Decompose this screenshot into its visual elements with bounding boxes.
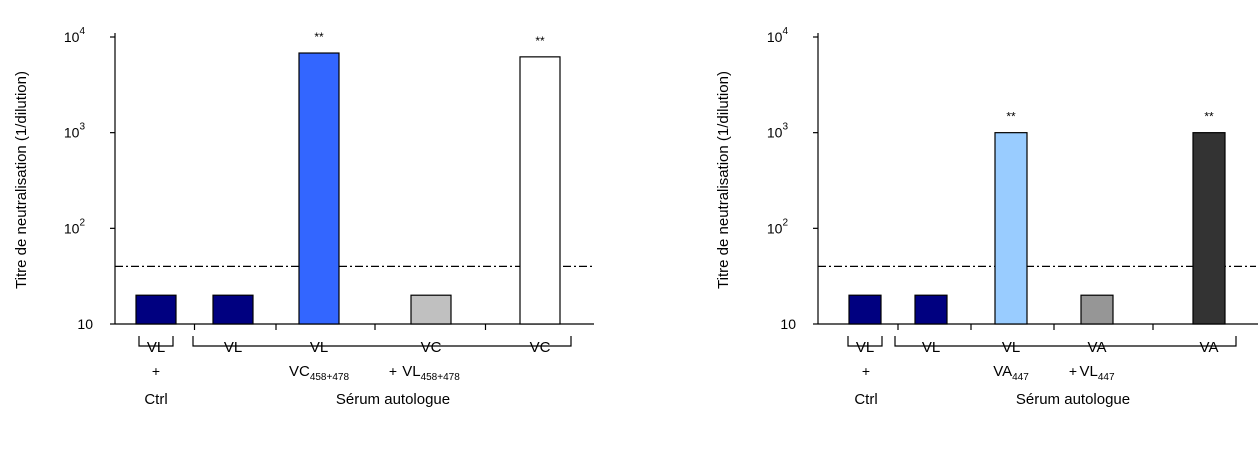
y-axis-label: Titre de neutralisation (1/dilution) — [715, 71, 732, 289]
y-tick-label: 102 — [767, 217, 789, 236]
y-tick-base: 10 — [64, 29, 80, 45]
y-tick-base: 10 — [767, 29, 783, 45]
y-tick-label: 10 — [77, 316, 93, 332]
y-tick-label: 104 — [767, 26, 789, 45]
category-label: VC — [530, 339, 551, 356]
bar — [519, 56, 561, 325]
y-tick-exponent: 2 — [79, 217, 85, 228]
significance-label: ** — [314, 30, 324, 44]
category-sublabel-text: VL — [402, 363, 420, 380]
category-sublabel-text: VA — [993, 363, 1012, 380]
y-tick-exponent: 2 — [782, 217, 788, 228]
bar — [298, 52, 340, 325]
category-label: VL — [856, 339, 874, 356]
group-label: Sérum autologue — [1016, 391, 1130, 408]
y-tick-base: 10 — [77, 316, 93, 332]
category-label: VL — [1002, 339, 1020, 356]
right-chart-panel: Titre de neutralisation (1/dilution)1010… — [715, 26, 1258, 408]
category-sublabel: VL447 — [1079, 363, 1114, 383]
y-tick-exponent: 4 — [79, 26, 85, 37]
y-tick-base: 10 — [64, 125, 80, 141]
category-sublabel: VA447 — [993, 363, 1029, 383]
y-tick-exponent: 4 — [782, 26, 788, 37]
category-label: VC — [421, 339, 442, 356]
y-tick-label: 103 — [64, 122, 86, 141]
y-tick-label: 104 — [64, 26, 86, 45]
y-tick-exponent: 3 — [79, 122, 85, 133]
category-sublabel-text: VC — [289, 363, 310, 380]
category-label: VL — [310, 339, 328, 356]
group-bracket — [138, 336, 174, 347]
group-plus-sign: + — [152, 363, 160, 379]
bar — [914, 294, 948, 325]
group-label: Ctrl — [854, 391, 877, 408]
category-label: VL — [922, 339, 940, 356]
category-sublabel-subscript: 458+478 — [421, 372, 461, 383]
category-sublabel-subscript: 458+478 — [310, 372, 350, 383]
left-chart-panel: Titre de neutralisation (1/dilution)1010… — [13, 26, 594, 408]
y-axis-label: Titre de neutralisation (1/dilution) — [13, 71, 30, 289]
significance-label: ** — [1204, 110, 1214, 124]
category-sublabel: VL458+478 — [402, 363, 460, 383]
group-label: Sérum autologue — [336, 391, 450, 408]
group-bracket — [894, 336, 1237, 347]
bar — [135, 294, 177, 325]
y-tick-label: 103 — [767, 122, 789, 141]
bar — [1080, 294, 1114, 325]
category-label: VA — [1088, 339, 1107, 356]
category-sublabel: VC458+478 — [289, 363, 349, 383]
y-tick-label: 10 — [780, 316, 796, 332]
category-label: VA — [1200, 339, 1219, 356]
group-plus-sign: + — [389, 363, 397, 379]
category-sublabel-subscript: 447 — [1098, 372, 1115, 383]
category-label: VL — [147, 339, 165, 356]
bar — [848, 294, 882, 325]
bar — [994, 132, 1028, 325]
category-label: VL — [224, 339, 242, 356]
y-tick-base: 10 — [64, 220, 80, 236]
group-bracket — [192, 336, 572, 347]
bar — [212, 294, 254, 325]
y-tick-base: 10 — [767, 125, 783, 141]
group-label: Ctrl — [144, 391, 167, 408]
category-sublabel-text: VL — [1079, 363, 1097, 380]
y-tick-base: 10 — [767, 220, 783, 236]
y-tick-label: 102 — [64, 217, 86, 236]
significance-label: ** — [535, 34, 545, 48]
y-tick-base: 10 — [780, 316, 796, 332]
category-sublabel-subscript: 447 — [1012, 372, 1029, 383]
bar — [1192, 132, 1226, 325]
significance-label: ** — [1006, 110, 1016, 124]
bar — [410, 294, 452, 325]
group-plus-sign: + — [1069, 363, 1077, 379]
group-plus-sign: + — [862, 363, 870, 379]
group-bracket — [847, 336, 883, 347]
y-tick-exponent: 3 — [782, 122, 788, 133]
